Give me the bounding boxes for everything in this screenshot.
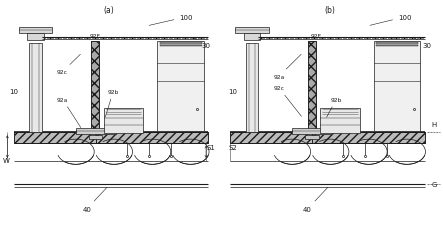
Bar [159,46,202,47]
Text: 92a: 92a [57,97,81,128]
Bar [307,42,315,133]
Text: 92F: 92F [90,33,101,38]
Text: W: W [3,157,10,163]
Text: 100: 100 [370,15,412,26]
Bar [312,133,425,143]
Bar [376,46,418,47]
Text: 100: 100 [149,15,193,26]
Bar [19,28,52,34]
Text: (a): (a) [104,6,114,15]
Text: S2: S2 [228,144,237,150]
Bar [307,42,315,133]
Bar [376,43,418,45]
Bar [292,129,332,134]
Text: 40: 40 [82,188,107,212]
Text: 92a: 92a [273,55,301,79]
Bar [14,133,96,143]
Bar [244,34,260,41]
Text: H: H [431,122,436,128]
Bar [76,129,116,134]
Text: G: G [431,181,437,187]
Bar [29,44,42,133]
Text: 92c: 92c [57,55,81,75]
Bar [374,42,420,132]
Text: 92c: 92c [273,86,302,117]
Bar [246,44,258,133]
Bar [230,133,312,143]
Bar [305,135,319,139]
Bar [157,42,204,132]
Bar [235,28,268,34]
Text: 40: 40 [303,188,328,212]
Text: (b): (b) [324,6,335,15]
Bar [104,109,144,134]
Bar [230,133,312,143]
Text: 10: 10 [228,89,237,95]
Text: 30: 30 [193,38,210,49]
Bar [312,133,425,143]
Text: 10: 10 [10,89,19,95]
Text: 30: 30 [414,38,431,49]
Bar [320,109,360,134]
Bar [96,133,208,143]
Bar [96,133,208,143]
Text: 92b: 92b [326,97,342,118]
Bar [89,135,102,139]
Text: 92b: 92b [105,89,119,117]
Text: 92F: 92F [311,33,322,38]
Bar [159,43,202,45]
Bar [27,34,44,41]
Text: S1: S1 [206,144,215,150]
Bar [14,133,96,143]
Bar [91,42,99,133]
Bar [91,42,99,133]
